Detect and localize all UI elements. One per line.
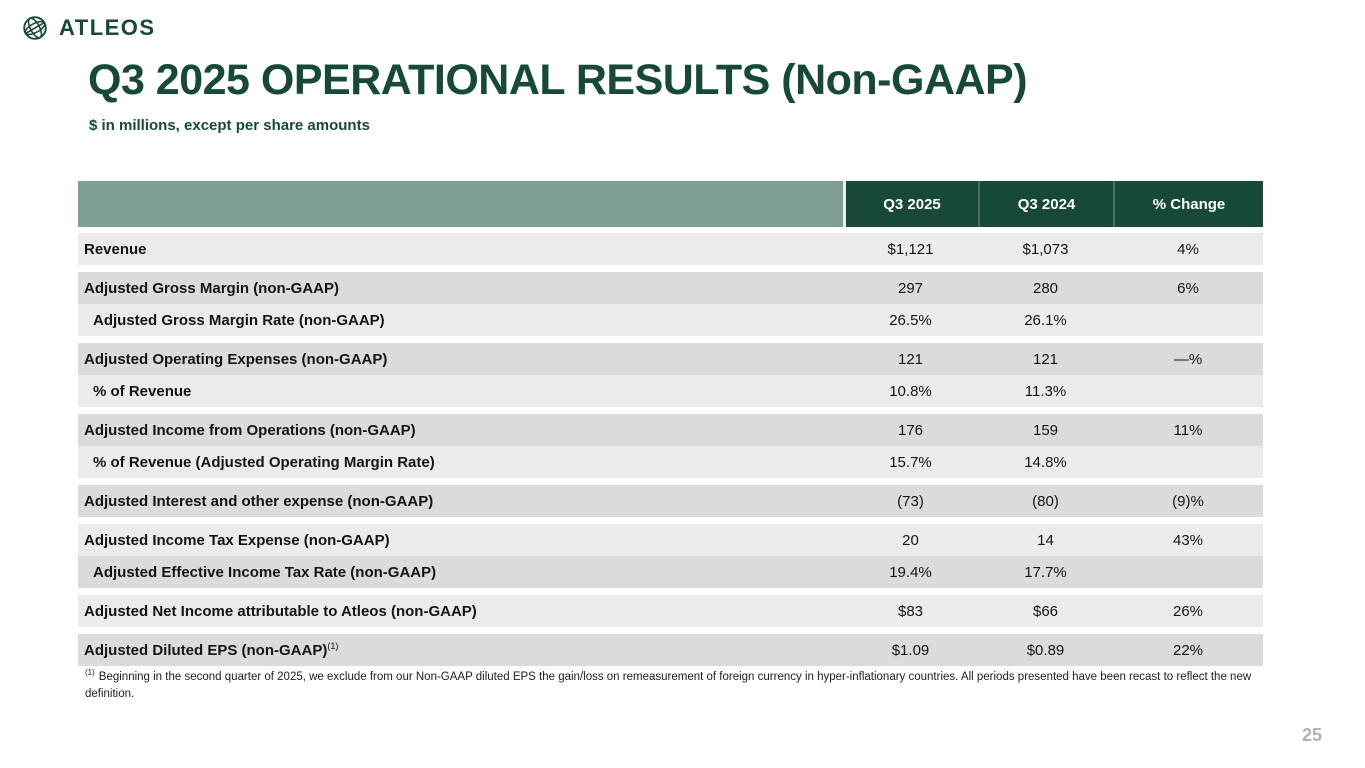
cell-q3-2024: (80)	[1032, 492, 1059, 510]
operational-results-table: Q3 2025 Q3 2024 % Change Revenue $1,121 …	[78, 181, 1263, 666]
column-header-q3-2025: Q3 2025	[843, 181, 978, 227]
row-label: Revenue	[84, 240, 147, 258]
row-label: Adjusted Net Income attributable to Atle…	[84, 602, 477, 620]
row-label-text: Adjusted Diluted EPS (non-GAAP)	[84, 641, 328, 659]
row-label: Adjusted Income from Operations (non-GAA…	[84, 421, 416, 439]
footnote-marker-superscript: (1)	[327, 640, 339, 651]
globe-icon	[20, 13, 50, 43]
cell-q3-2025: 26.5%	[889, 311, 932, 329]
table-row-adjusted-interest-other-expense: Adjusted Interest and other expense (non…	[78, 485, 1263, 517]
cell-q3-2024: 121	[1032, 350, 1059, 368]
cell-q3-2024: $0.89	[1026, 641, 1065, 659]
table-row-adjusted-diluted-eps: Adjusted Diluted EPS (non-GAAP)(1) $1.09…	[78, 634, 1263, 666]
cell-pct-change: 26%	[1172, 602, 1204, 620]
cell-pct-change: 22%	[1172, 641, 1204, 659]
cell-pct-change: 6%	[1177, 279, 1199, 297]
table-row-pct-of-revenue-opex: % of Revenue 10.8% 11.3%	[78, 375, 1263, 407]
row-label: % of Revenue (Adjusted Operating Margin …	[93, 453, 435, 471]
cell-q3-2025: (73)	[897, 492, 924, 510]
table-row-adjusted-gross-margin: Adjusted Gross Margin (non-GAAP) 297 280…	[78, 272, 1263, 304]
cell-q3-2025: $1,121	[887, 240, 934, 258]
row-label: % of Revenue	[93, 382, 192, 400]
cell-q3-2024: 17.7%	[1024, 563, 1067, 581]
column-header-q3-2024: Q3 2024	[978, 181, 1113, 227]
table-row-adjusted-income-from-operations: Adjusted Income from Operations (non-GAA…	[78, 414, 1263, 446]
cell-q3-2025: 176	[897, 421, 924, 439]
cell-pct-change: 43%	[1172, 531, 1204, 549]
row-label: Adjusted Gross Margin (non-GAAP)	[84, 279, 339, 297]
row-label: Adjusted Gross Margin Rate (non-GAAP)	[93, 311, 385, 329]
table-header-spacer	[78, 181, 843, 227]
cell-q3-2024: 159	[1032, 421, 1059, 439]
cell-q3-2024: 14	[1037, 531, 1054, 549]
table-row-adjusted-gross-margin-rate: Adjusted Gross Margin Rate (non-GAAP) 26…	[78, 304, 1263, 336]
table-row-adjusted-effective-income-tax-rate: Adjusted Effective Income Tax Rate (non-…	[78, 556, 1263, 588]
footnote: (1) Beginning in the second quarter of 20…	[85, 669, 1267, 704]
page-subtitle: $ in millions, except per share amounts	[89, 117, 370, 134]
page-title: Q3 2025 OPERATIONAL RESULTS (Non-GAAP)	[88, 56, 1028, 104]
row-label: Adjusted Operating Expenses (non-GAAP)	[84, 350, 388, 368]
table-row-adjusted-income-tax-expense: Adjusted Income Tax Expense (non-GAAP) 2…	[78, 524, 1263, 556]
footnote-text: Beginning in the second quarter of 2025,…	[85, 671, 1252, 701]
table-row-adjusted-operating-expenses: Adjusted Operating Expenses (non-GAAP) 1…	[78, 343, 1263, 375]
page-number: 25	[1301, 725, 1322, 745]
cell-pct-change: (9)%	[1172, 492, 1204, 510]
cell-q3-2025: 121	[897, 350, 924, 368]
cell-q3-2025: 10.8%	[889, 382, 932, 400]
logo-wordmark: ATLEOS	[59, 15, 156, 40]
cell-q3-2025: 297	[897, 279, 924, 297]
row-label: Adjusted Diluted EPS (non-GAAP)(1)	[78, 640, 843, 659]
cell-q3-2025: 19.4%	[889, 563, 932, 581]
cell-q3-2025: $1.09	[891, 641, 930, 659]
table-row-adjusted-operating-margin-rate: % of Revenue (Adjusted Operating Margin …	[78, 446, 1263, 478]
table-row-adjusted-net-income: Adjusted Net Income attributable to Atle…	[78, 595, 1263, 627]
table-body: Revenue $1,121 $1,073 4% Adjusted Gross …	[78, 233, 1263, 666]
cell-q3-2024: $66	[1032, 602, 1059, 620]
column-header-pct-change: % Change	[1113, 181, 1263, 227]
table-row-revenue: Revenue $1,121 $1,073 4%	[78, 233, 1263, 265]
footnote-marker: (1)	[85, 668, 95, 678]
table-header-row: Q3 2025 Q3 2024 % Change	[78, 181, 1263, 227]
cell-q3-2025: $83	[897, 602, 924, 620]
cell-pct-change: 11%	[1173, 421, 1203, 439]
atleos-logo: ATLEOS	[20, 13, 156, 43]
cell-q3-2024: 26.1%	[1024, 311, 1067, 329]
cell-q3-2025: 20	[902, 531, 919, 549]
row-label: Adjusted Effective Income Tax Rate (non-…	[93, 563, 437, 581]
row-label: Adjusted Income Tax Expense (non-GAAP)	[84, 531, 390, 549]
row-label: Adjusted Interest and other expense (non…	[84, 492, 434, 510]
cell-q3-2024: 280	[1032, 279, 1059, 297]
cell-pct-change: —%	[1173, 350, 1203, 368]
cell-q3-2025: 15.7%	[889, 453, 932, 471]
cell-q3-2024: 11.3%	[1024, 382, 1067, 400]
cell-q3-2024: $1,073	[1022, 240, 1069, 258]
cell-q3-2024: 14.8%	[1024, 453, 1067, 471]
cell-pct-change: 4%	[1177, 240, 1199, 258]
